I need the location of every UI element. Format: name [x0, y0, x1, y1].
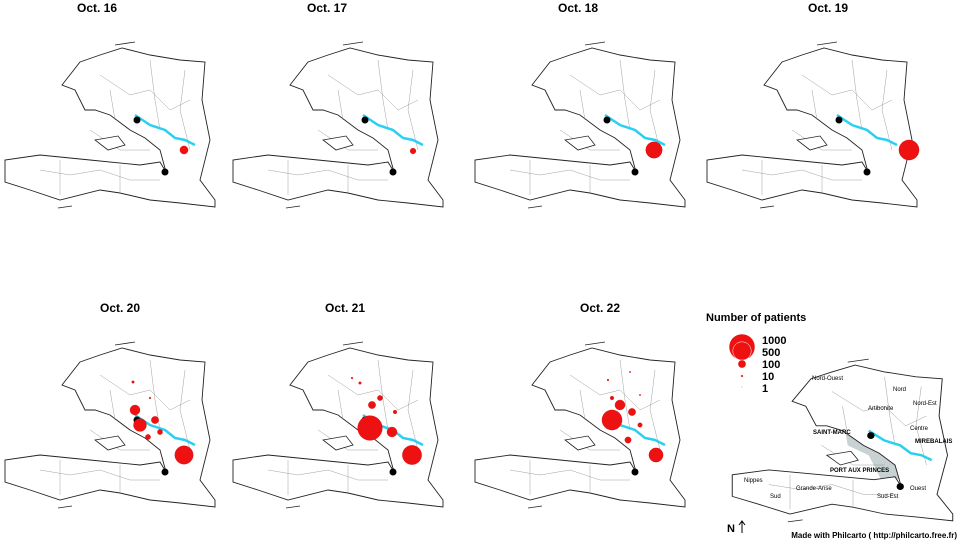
patient-circle: [402, 445, 422, 465]
panel-title: Oct. 16: [77, 1, 117, 15]
north-label: N: [727, 523, 735, 535]
map: [231, 340, 445, 510]
legend-circle: [737, 359, 747, 369]
panel-title: Oct. 19: [808, 1, 848, 15]
region-label: Sud: [770, 494, 781, 500]
map: [3, 340, 217, 510]
patient-circle: [377, 395, 383, 401]
region-label: Centre: [910, 426, 929, 432]
patient-circle: [628, 408, 636, 416]
patient-circle: [639, 394, 641, 396]
patient-circle: [358, 381, 362, 385]
region-label: PORT AUX PRINCES: [830, 468, 889, 474]
legend-circle: [732, 341, 752, 361]
region-label: Nord: [893, 387, 906, 393]
patient-circle: [350, 376, 354, 380]
patient-circle: [386, 426, 398, 438]
legend-circle: [741, 386, 743, 388]
region-label: Nord-Ouest: [812, 376, 843, 382]
patient-circle: [898, 139, 920, 161]
credit: Made with Philcarto ( http://philcarto.f…: [791, 531, 957, 540]
panel-title: Oct. 17: [307, 1, 347, 15]
map: [3, 40, 217, 210]
legend-label: 10: [762, 371, 774, 383]
patient-circle: [357, 415, 383, 441]
patient-circle: [145, 434, 151, 440]
patient-circle: [601, 409, 623, 431]
region-label: Artibonite: [868, 406, 894, 412]
patient-circle: [174, 445, 194, 465]
region-label: Sud-Est: [877, 494, 899, 500]
legend-label: 1: [762, 383, 768, 395]
legend-label: 500: [762, 347, 780, 359]
legend-label: 100: [762, 359, 780, 371]
patient-circle: [637, 422, 643, 428]
patient-circle: [624, 436, 632, 444]
patient-circle: [148, 396, 152, 400]
patient-circle: [409, 147, 417, 155]
panel-title: Oct. 18: [558, 1, 598, 15]
patient-circle: [151, 416, 159, 424]
region-label: MIREBALAIS: [915, 439, 952, 445]
region-label: Grande-Anse: [796, 486, 832, 492]
legend-circle: [740, 374, 744, 378]
region-label: Nippes: [744, 478, 763, 484]
map: [231, 40, 445, 210]
patient-circle: [606, 378, 610, 382]
region-label: Nord-Est: [913, 401, 937, 407]
patient-circle: [610, 396, 614, 400]
map: [473, 40, 687, 210]
legend-title: Number of patients: [706, 312, 806, 324]
patient-circle: [648, 447, 664, 463]
patient-circle: [645, 141, 663, 159]
panel-title: Oct. 22: [580, 301, 620, 315]
region-label: SAINT-MARC: [813, 430, 851, 436]
map: [473, 340, 687, 510]
patient-circle: [179, 145, 189, 155]
maps: [3, 40, 955, 524]
north-arrow: [738, 520, 746, 533]
panel-title: Oct. 21: [325, 301, 365, 315]
map: [705, 40, 919, 210]
patient-circle: [129, 404, 141, 416]
legend-label: 1000: [762, 335, 786, 347]
patient-circle: [157, 429, 163, 435]
patient-circle: [629, 371, 631, 373]
patient-circle: [614, 399, 626, 411]
patient-circle: [131, 380, 135, 384]
inset-map: [730, 357, 955, 524]
panel-title: Oct. 20: [100, 301, 140, 315]
patient-circle: [393, 410, 397, 414]
patient-circle: [368, 401, 376, 409]
patient-circle: [133, 418, 147, 432]
region-label: Ouest: [910, 486, 926, 492]
